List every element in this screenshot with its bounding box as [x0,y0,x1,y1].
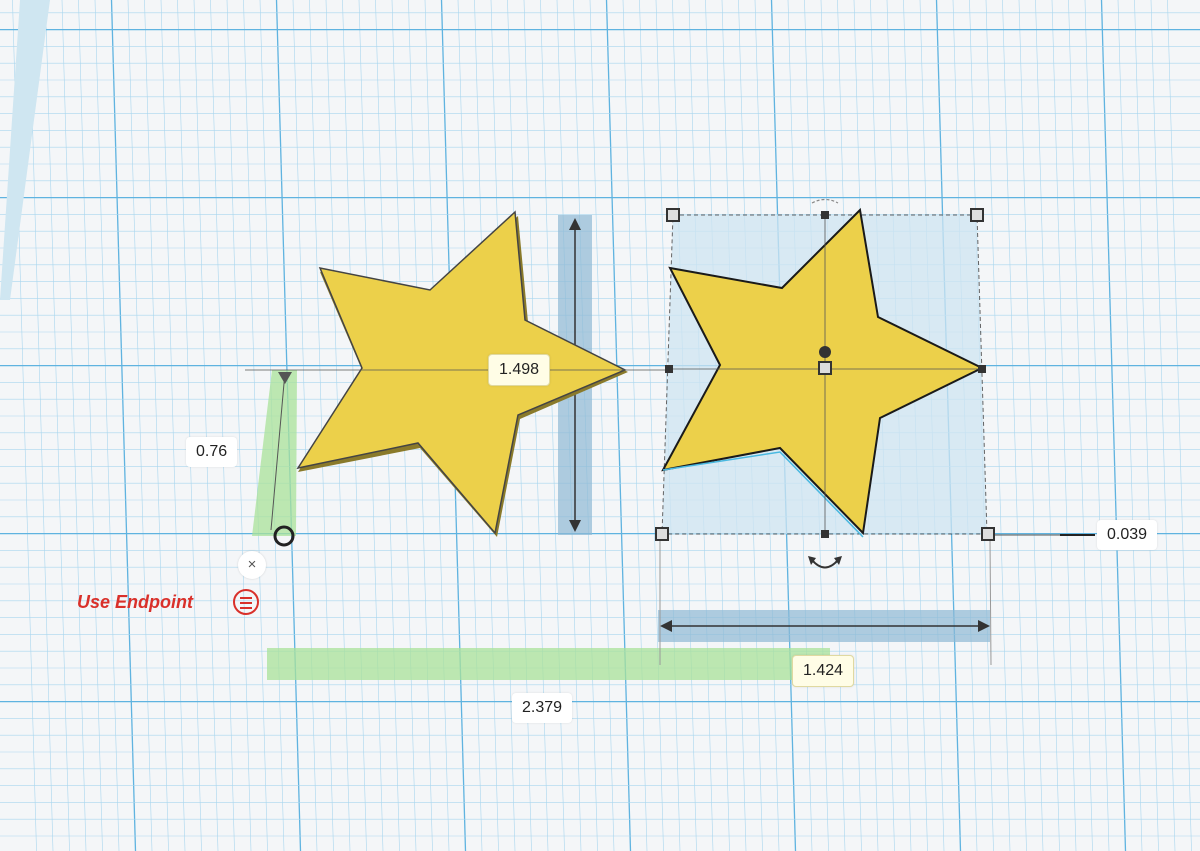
grid-line [61,0,87,851]
grid-line [589,0,615,851]
rotate-icon [811,559,839,569]
grid-line [1051,0,1077,851]
dimension-star-width[interactable]: 1.424 [792,655,855,687]
grid-line [1117,0,1143,851]
height-ruler-left [252,370,297,536]
grid-line [639,0,664,851]
grid-line [193,0,219,851]
dimension-elevation[interactable]: 0.039 [1097,520,1158,550]
grid-line [292,0,318,851]
corner-handle [666,208,680,222]
grid-line [94,0,120,851]
distance-ruler-x [267,648,830,680]
grid-line [127,0,153,851]
corner-handle [981,527,995,541]
grid-line [160,0,186,851]
corner-handle [970,208,984,222]
grid-line [1035,0,1060,851]
grid-line [78,0,103,851]
corner-handle [655,527,669,541]
dimension-height-left[interactable]: 0.76 [186,437,238,467]
grid-line [177,0,202,851]
use-endpoint-label[interactable]: Use Endpoint [77,592,193,612]
grid-line [1167,0,1192,851]
center-handle [818,361,832,375]
workplane-edge [0,0,50,300]
rotate-icon-top [811,198,839,204]
grid-line [210,0,235,851]
grid-line [622,0,648,851]
dimension-star-height[interactable]: 1.498 [488,354,551,386]
grid-line [45,0,70,851]
grid-line [1134,0,1159,851]
resize-handles [655,208,995,541]
grid-line [309,0,334,851]
lift-handle [819,346,831,358]
grid-line [1150,0,1176,851]
grid-line [1100,0,1127,851]
edge-handles [665,211,986,538]
grid-line [1018,0,1044,851]
grid-line [243,0,268,851]
grid-line [985,0,1011,851]
grid-line [110,0,137,851]
grid-line [1002,0,1027,851]
grid-line [1084,0,1110,851]
snap-point [273,525,295,547]
grid-line [605,0,632,851]
grid-line [28,0,54,851]
grid-line [226,0,252,851]
close-snap-button[interactable]: × [238,551,266,579]
snap-menu-button[interactable] [233,589,259,615]
dimension-distance-x[interactable]: 2.379 [512,693,573,723]
grid-line [1068,0,1093,851]
grid-line [144,0,169,851]
